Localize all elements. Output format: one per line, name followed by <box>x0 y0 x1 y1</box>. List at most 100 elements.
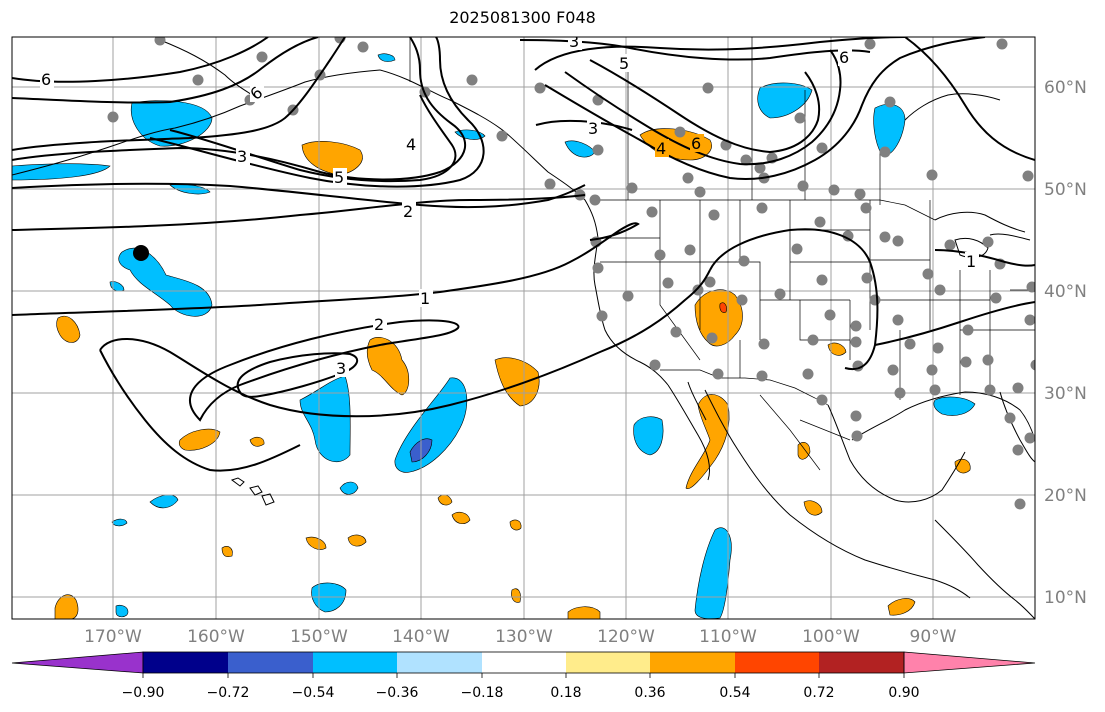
colorbar-segment <box>313 652 397 673</box>
map-frame <box>11 36 1036 620</box>
contour-3-loop <box>236 352 359 398</box>
shaded-blue-region <box>118 247 213 317</box>
colorbar-tick-label: −0.36 <box>376 685 419 701</box>
contour-label: 3 <box>569 32 579 51</box>
colorbar-tick-label: −0.72 <box>207 685 250 701</box>
colorbar-segment <box>143 652 228 673</box>
lon-label: 140°W <box>392 627 450 647</box>
colorbar-segment <box>566 652 650 673</box>
shaded-blue-region <box>12 163 111 181</box>
colorbar-tick-label: −0.18 <box>461 685 504 701</box>
colorbar-segment <box>397 652 482 673</box>
colorbar-tick-label: 0.36 <box>634 685 665 701</box>
colorbar-segment <box>650 652 735 673</box>
colorbar-tick-label: 0.90 <box>888 685 919 701</box>
contour-1 <box>12 194 586 231</box>
longitude-labels: 170°W 160°W 150°W 140°W 130°W 120°W 110°… <box>84 627 957 647</box>
shaded-red-region <box>719 302 727 313</box>
shaded-blue-region <box>633 416 664 456</box>
lat-label: 10°N <box>1044 588 1087 608</box>
contour-label: 1 <box>420 289 430 308</box>
shaded-blue-region <box>933 396 976 416</box>
shaded-blue-region <box>377 53 396 62</box>
political-borders <box>409 37 1035 471</box>
contour-labels: 6 6 3 5 4 2 1 2 3 3 5 3 6 4 <box>40 32 979 378</box>
shaded-orange-region <box>249 436 265 447</box>
map-title: 2025081300 F048 <box>449 8 596 27</box>
contour-label: 3 <box>588 119 598 138</box>
contour-label: 6 <box>691 134 701 153</box>
shaded-orange-region <box>509 519 522 531</box>
colorbar-tick-label: −0.54 <box>292 685 335 701</box>
gridlines <box>12 37 1035 619</box>
lon-label: 110°W <box>699 627 757 647</box>
colorbar-arrow-right <box>903 651 1036 674</box>
contour-label: 4 <box>656 139 666 158</box>
lat-label: 20°N <box>1044 486 1087 506</box>
shaded-blue-region <box>115 604 129 618</box>
contour-5-north <box>534 37 906 71</box>
lon-label: 100°W <box>802 627 860 647</box>
shaded-blue-region <box>299 375 351 463</box>
shaded-orange-region <box>803 500 823 516</box>
lon-label: 160°W <box>187 627 245 647</box>
contour-2-loop <box>189 319 460 422</box>
contour-1-ridge <box>709 228 879 370</box>
shaded-blue-region <box>873 104 906 156</box>
contour-1-east <box>934 249 1035 267</box>
shaded-blue-region <box>757 82 813 119</box>
shaded-orange-region <box>511 588 521 603</box>
colorbar-segment <box>819 652 904 673</box>
contour-2 <box>12 182 586 209</box>
shaded-orange-region <box>797 442 811 460</box>
contour-6-east <box>544 37 986 181</box>
lon-label: 150°W <box>290 627 348 647</box>
latitude-labels: 60°N 50°N 40°N 30°N 20°N 10°N <box>1044 78 1087 608</box>
lon-label: 120°W <box>597 627 655 647</box>
contour-1-main <box>12 222 640 316</box>
contour-1-south <box>99 269 711 418</box>
colorbar-tick-label: −0.90 <box>122 685 165 701</box>
shaded-orange-region <box>451 511 471 524</box>
shaded-orange-region <box>887 598 916 616</box>
contour-label: 5 <box>334 168 344 187</box>
contour-label: 3 <box>336 359 346 378</box>
contour-east-tail <box>874 301 1035 346</box>
contour-5-east-inner <box>564 49 842 166</box>
contour-label: 5 <box>619 54 629 73</box>
shaded-orange-region <box>685 394 730 489</box>
shaded-blue-region <box>111 518 128 527</box>
contour-outer-east <box>904 37 1035 161</box>
lon-label: 170°W <box>84 627 142 647</box>
shaded-orange-region <box>827 342 847 356</box>
contour-outer-south <box>99 349 301 472</box>
station-dots <box>107 37 1035 510</box>
shaded-blue-region <box>339 481 359 495</box>
shaded-orange-region <box>301 141 363 176</box>
shaded-orange-region <box>178 428 221 451</box>
colorbar-tick-label: 0.72 <box>803 685 834 701</box>
colorbar-tick-label: 0.18 <box>550 685 581 701</box>
shaded-orange-region <box>221 546 233 558</box>
contour-5-alaska <box>12 37 319 104</box>
lon-label: 130°W <box>495 627 553 647</box>
shaded-orange-region <box>347 534 367 547</box>
contour-3-west <box>12 37 467 181</box>
colorbar-arrow-left <box>11 651 144 674</box>
contour-label: 6 <box>41 70 51 89</box>
coastlines <box>12 39 1035 619</box>
contour-neg-east <box>535 119 633 131</box>
lat-label: 60°N <box>1044 78 1087 98</box>
lon-label: 90°W <box>910 627 957 647</box>
shaded-blue-region <box>149 494 179 509</box>
lat-label: 30°N <box>1044 384 1087 404</box>
contour-label: 4 <box>406 135 416 154</box>
contour-4-east <box>589 59 821 154</box>
contour-label: 1 <box>966 252 976 271</box>
shaded-orange-region <box>305 536 327 550</box>
colorbar-tick-label: 0.54 <box>719 685 750 701</box>
contour-loop-west <box>12 37 346 151</box>
shaded-orange-region <box>56 315 81 343</box>
contour-label: 2 <box>374 315 384 334</box>
